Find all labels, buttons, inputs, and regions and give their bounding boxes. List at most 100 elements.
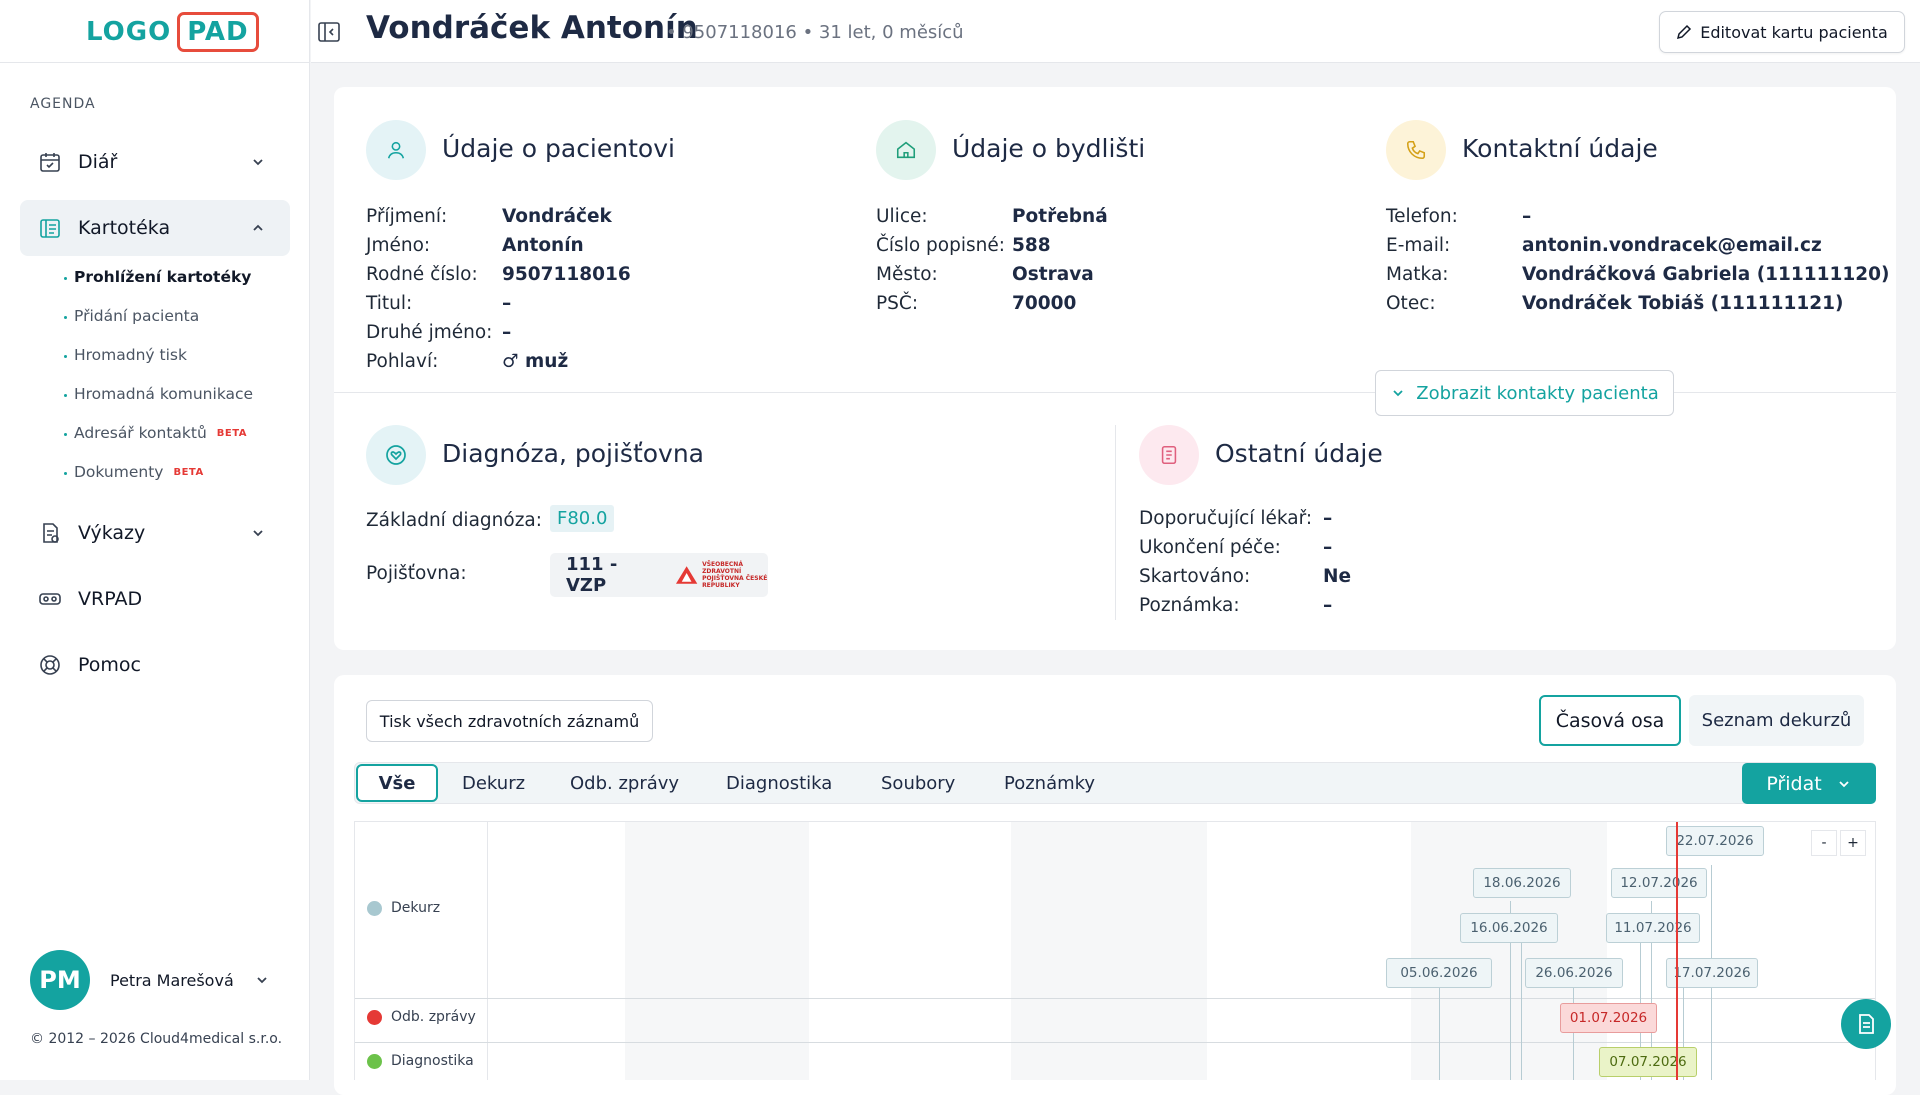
subnav-label: Hromadná komunikace <box>74 385 254 403</box>
patient-fields: Příjmení: Vondráček Jméno: Antonín Rodné č… <box>366 202 631 376</box>
subnav-adresar[interactable]: Adresář kontaktů BETA <box>64 424 248 442</box>
sidebar: LOGO PAD AGENDA Diář Kartotéka Prohlížen… <box>0 0 310 1080</box>
edit-patient-label: Editovat kartu pacienta <box>1700 22 1888 42</box>
field-value: – <box>502 322 512 343</box>
dekurz-entry[interactable]: 17.07.2026 <box>1666 958 1758 988</box>
patient-name: Vondráček Antonín <box>366 10 698 46</box>
sidebar-item-vykazy[interactable]: Výkazy <box>20 505 290 561</box>
document-icon <box>1859 1014 1874 1034</box>
tab-dekurz[interactable]: Dekurz <box>462 772 526 794</box>
insurance-value: 111 - VZP <box>566 554 618 596</box>
field-value: Potřebná <box>1012 206 1108 227</box>
timeline-connector <box>1651 901 1652 1080</box>
show-contacts-button[interactable]: Zobrazit kontakty pacienta <box>1375 370 1674 416</box>
beta-badge: BETA <box>173 466 204 478</box>
diagnosis-label: Základní diagnóza: <box>366 510 542 531</box>
subnav-label: Hromadný tisk <box>74 346 187 364</box>
field-label: Skartováno: <box>1139 566 1251 587</box>
notes-fab[interactable] <box>1841 999 1891 1049</box>
insurance-chip: 111 - VZP VŠEOBECNÁ ZDRAVOTNÍ POJIŠŤOVNA… <box>550 553 768 597</box>
sidebar-item-pomoc[interactable]: Pomoc <box>20 637 290 693</box>
field-row: PSČ: 70000 <box>876 289 1108 318</box>
dekurz-entry[interactable]: 12.07.2026 <box>1611 868 1707 898</box>
timeline-band <box>1011 822 1207 1080</box>
field-value: ♂ muž <box>502 351 569 372</box>
dekurz-entry[interactable]: 16.06.2026 <box>1460 913 1558 943</box>
add-record-label: Přidat <box>1766 772 1822 795</box>
bullet <box>64 472 67 475</box>
subnav-prohlizeni[interactable]: Prohlížení kartotéky <box>64 268 251 286</box>
subnav-hromadna-komunikace[interactable]: Hromadná komunikace <box>64 385 254 403</box>
sidebar-section-title: AGENDA <box>30 96 96 112</box>
tab-vse[interactable]: Vše <box>356 764 438 802</box>
sidebar-item-label: Diář <box>78 151 118 173</box>
tab-poznamky[interactable]: Poznámky <box>1004 772 1096 794</box>
timeline-connector <box>1439 973 1440 1080</box>
sidebar-collapse-icon[interactable] <box>318 22 340 42</box>
dekurz-entry[interactable]: 11.07.2026 <box>1606 913 1700 943</box>
print-all-button[interactable]: Tisk všech zdravotních záznamů <box>366 700 653 742</box>
beta-badge: BETA <box>216 427 248 439</box>
diagnosis-section-title: Diagnóza, pojišťovna <box>442 439 704 468</box>
divider <box>334 392 1896 393</box>
list-view-button[interactable]: Seznam dekurzů <box>1689 695 1864 746</box>
home-icon <box>896 141 916 159</box>
timeline-view-button[interactable]: Časová osa <box>1539 695 1681 746</box>
home-icon-wrap <box>876 120 936 180</box>
field-value: 70000 <box>1012 293 1077 314</box>
field-value: Vondráčková Gabriela (111111120) <box>1522 264 1890 285</box>
subnav-hromadny-tisk[interactable]: Hromadný tisk <box>64 346 187 364</box>
logo-text: LOGO <box>86 17 172 47</box>
field-label: PSČ: <box>876 293 919 314</box>
add-record-button[interactable]: Přidat <box>1742 763 1876 804</box>
bullet <box>64 394 67 397</box>
dekurz-entry[interactable]: 18.06.2026 <box>1473 868 1571 898</box>
timeline-connector <box>1521 937 1522 1080</box>
row-label: Odb. zprávy <box>391 1009 476 1025</box>
diagnostika-entry[interactable]: 07.07.2026 <box>1599 1047 1697 1077</box>
diagnosis-code[interactable]: F80.0 <box>550 505 615 532</box>
chevron-down-icon <box>253 159 263 166</box>
dekurz-entry[interactable]: 26.06.2026 <box>1525 958 1623 988</box>
subnav-pridani[interactable]: Přidání pacienta <box>64 307 199 325</box>
bullet <box>64 355 67 358</box>
timeline-connector <box>1683 973 1684 1080</box>
dekurz-entry[interactable]: 22.07.2026 <box>1666 826 1764 856</box>
subnav-label: Dokumenty <box>74 463 164 481</box>
user-name: Petra Marešová <box>110 970 234 990</box>
tab-soubory[interactable]: Soubory <box>881 772 956 794</box>
sidebar-item-kartoteka[interactable]: Kartotéka <box>20 200 290 256</box>
field-label: Rodné číslo: <box>366 264 478 285</box>
field-label: Otec: <box>1386 293 1436 314</box>
timeline-row-divider <box>355 998 1875 999</box>
zoom-in-button[interactable]: + <box>1840 830 1866 856</box>
subnav-dokumenty[interactable]: Dokumenty BETA <box>64 463 204 481</box>
copyright: © 2012 – 2026 Cloud4medical s.r.o. <box>30 1031 283 1047</box>
diagnosis-icon-wrap <box>366 425 426 485</box>
field-label: Pohlaví: <box>366 351 439 372</box>
odb-zprava-entry[interactable]: 01.07.2026 <box>1560 1003 1657 1033</box>
sidebar-item-vrpad[interactable]: VRPAD <box>20 571 290 627</box>
field-row: E-mail: antonin.vondracek@email.cz <box>1386 231 1889 260</box>
tab-odb-zpravy[interactable]: Odb. zprávy <box>570 772 680 794</box>
field-value: Vondráček Tobiáš (111111121) <box>1522 293 1844 314</box>
edit-patient-button[interactable]: Editovat kartu pacienta <box>1659 11 1905 53</box>
field-label: E-mail: <box>1386 235 1451 256</box>
field-label: Příjmení: <box>366 206 448 227</box>
divider <box>0 62 310 63</box>
dekurz-entry[interactable]: 05.06.2026 <box>1386 958 1492 988</box>
app-logo[interactable]: LOGO PAD <box>86 12 259 52</box>
bullet <box>64 277 67 280</box>
field-value: – <box>1522 206 1532 227</box>
sidebar-item-diar[interactable]: Diář <box>20 134 290 190</box>
field-value: – <box>1323 595 1333 616</box>
legend-dot <box>367 900 382 916</box>
top-bar <box>311 0 1920 63</box>
timeline-band <box>625 822 809 1080</box>
row-label: Diagnostika <box>391 1053 474 1069</box>
zoom-out-button[interactable]: - <box>1811 830 1837 856</box>
user-menu[interactable]: PM Petra Marešová <box>30 950 270 1010</box>
list-view-label: Seznam dekurzů <box>1701 710 1852 731</box>
field-label: Ulice: <box>876 206 928 227</box>
tab-diagnostika[interactable]: Diagnostika <box>726 772 833 794</box>
